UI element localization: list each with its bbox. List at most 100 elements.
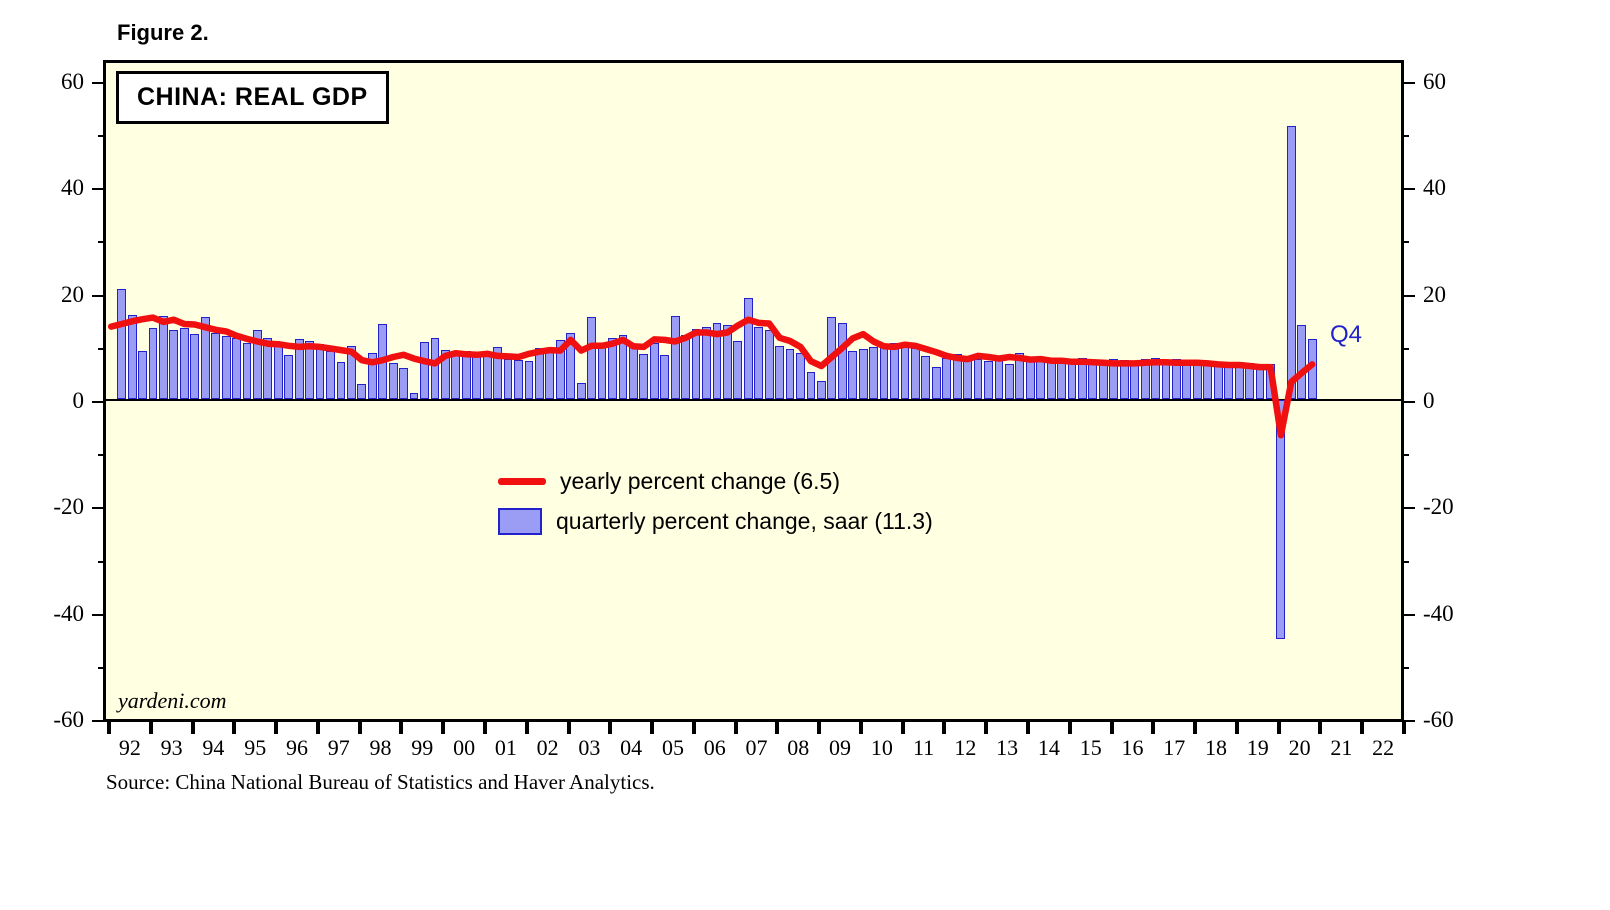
bar-1995Q4 (263, 337, 273, 399)
x-axis-label-06: 06 (703, 735, 726, 760)
bar-1993Q1 (148, 327, 158, 399)
x-axis-label-09: 09 (829, 735, 852, 760)
legend-row-quarterly: quarterly percent change, saar (11.3) (498, 508, 933, 535)
bar-1995Q3 (253, 329, 262, 399)
x-axis-label-98: 98 (369, 735, 392, 760)
x-axis-label-07: 07 (745, 735, 768, 760)
plot-area: CHINA: REAL GDP yearly percent change (6… (106, 63, 1401, 719)
x-tick-98 (357, 722, 362, 734)
x-axis-label-13: 13 (996, 735, 1019, 760)
y-tick-right-50 (1401, 135, 1409, 137)
bar-1995Q2 (242, 342, 252, 399)
x-axis-label-11: 11 (913, 735, 935, 760)
bar-1999Q3 (420, 342, 429, 399)
x-tick-00 (441, 722, 446, 734)
x-tick-99 (399, 722, 404, 734)
x-axis-label-01: 01 (494, 735, 517, 760)
y-axis-label-right-60: 60 (1423, 68, 1446, 94)
y-tick-right--20 (1401, 507, 1415, 510)
bar-2007Q3 (754, 326, 764, 399)
x-tick-14 (1026, 722, 1031, 734)
bar-2008Q3 (796, 352, 805, 399)
x-tick-20 (1276, 722, 1281, 734)
x-tick-18 (1193, 722, 1198, 734)
x-axis-label-96: 96 (285, 735, 308, 760)
y-tick-left-0 (92, 401, 106, 403)
x-axis-label-99: 99 (411, 735, 434, 760)
bar-2013Q4 (1015, 352, 1025, 399)
y-tick-right--30 (1401, 560, 1409, 563)
x-tick-19 (1234, 722, 1239, 734)
x-axis-label-19: 19 (1246, 735, 1269, 760)
x-axis-label-93: 93 (160, 735, 183, 760)
bar-2008Q1 (775, 345, 784, 399)
x-tick-10 (858, 722, 863, 734)
bar-1994Q4 (221, 336, 231, 399)
x-axis-label-05: 05 (661, 735, 684, 760)
bar-2012Q4 (973, 359, 983, 399)
x-tick-01 (482, 722, 487, 734)
y-tick-right--50 (1401, 667, 1409, 669)
bar-1993Q2 (159, 316, 168, 399)
x-tick-12 (942, 722, 947, 734)
bar-2000Q1 (440, 349, 450, 399)
y-tick-right-30 (1401, 241, 1409, 244)
chart-title: CHINA: REAL GDP (137, 83, 368, 111)
x-tick-04 (608, 722, 613, 734)
bar-1992Q3 (127, 314, 137, 399)
y-axis-label-right--20: -20 (1423, 494, 1454, 520)
bar-2003Q2 (576, 382, 586, 399)
bar-1998Q1 (357, 383, 367, 399)
figure-label: Figure 2. (117, 20, 209, 45)
x-axis-label-04: 04 (620, 735, 643, 760)
bar-2009Q1 (816, 380, 826, 399)
bar-1997Q3 (336, 362, 346, 399)
x-axis-label-17: 17 (1163, 735, 1186, 760)
bar-2005Q1 (649, 343, 659, 399)
bar-2004Q2 (618, 334, 628, 399)
x-axis-label-18: 18 (1205, 735, 1228, 760)
x-axis-label-20: 20 (1288, 735, 1311, 760)
bar-2008Q2 (785, 348, 795, 399)
blue-bar-swatch (498, 508, 542, 535)
bar-1992Q2 (117, 289, 127, 399)
x-tick-13 (984, 722, 989, 734)
yearly-change-line (107, 314, 1316, 439)
bar-1994Q1 (190, 334, 200, 399)
x-tick-05 (650, 722, 655, 734)
bar-2016Q1 (1109, 359, 1119, 399)
y-axis-label-right-0: 0 (1423, 388, 1435, 413)
x-axis-label-97: 97 (327, 735, 350, 760)
chart-title-box: CHINA: REAL GDP (116, 71, 389, 124)
y-tick-left-30 (98, 241, 106, 244)
x-axis-label-92: 92 (118, 735, 141, 760)
y-tick-right-60 (1401, 81, 1415, 84)
x-axis-label-10: 10 (870, 735, 893, 760)
x-tick-08 (775, 722, 780, 734)
legend-label-quarterly: quarterly percent change, saar (11.3) (556, 508, 933, 534)
bar-2011Q3 (921, 355, 931, 399)
bar-2009Q3 (837, 322, 847, 399)
x-axis-label-02: 02 (536, 735, 559, 760)
y-axis-label-right--40: -40 (1423, 600, 1454, 626)
bar-2003Q1 (566, 333, 576, 399)
bar-2017Q1 (1151, 358, 1160, 399)
x-tick-93 (148, 722, 153, 734)
red-line-swatch (498, 478, 546, 485)
y-tick-left-10 (98, 347, 106, 350)
x-tick-22 (1360, 722, 1365, 734)
x-tick-21 (1318, 722, 1323, 734)
bar-2008Q4 (806, 372, 816, 399)
y-tick-left--20 (92, 507, 106, 510)
bar-1999Q1 (399, 367, 409, 399)
chart-frame: CHINA: REAL GDP yearly percent change (6… (53, 60, 1454, 760)
bar-2016Q4 (1140, 358, 1150, 399)
legend-row-yearly: yearly percent change (6.5) (498, 468, 933, 495)
bar-1994Q2 (200, 317, 210, 399)
x-tick-09 (817, 722, 822, 734)
x-tick-end (1402, 722, 1406, 734)
bar-2007Q2 (743, 298, 753, 399)
y-tick-left--50 (98, 667, 106, 669)
bar-2013Q3 (1004, 363, 1014, 399)
zero-axis-line (106, 399, 1401, 401)
